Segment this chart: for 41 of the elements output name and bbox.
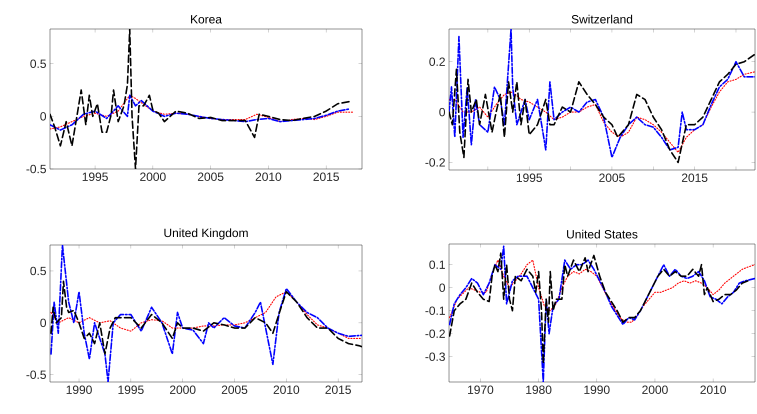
y-tick-label: 0 — [40, 112, 46, 121]
x-tick-label: 2005 — [198, 172, 224, 181]
x-tick-label: 1990 — [66, 386, 92, 394]
y-tick-label: 0.2 — [429, 58, 445, 66]
y-tick-label: -0.3 — [425, 352, 445, 361]
x-tick-label: 2005 — [599, 174, 625, 182]
x-tick-label: 1995 — [82, 172, 108, 181]
y-tick-label: -0.2 — [425, 158, 445, 167]
x-tick-label: 2010 — [274, 386, 300, 394]
y-tick-label: -0.1 — [425, 306, 445, 315]
y-tick-label: -0.5 — [26, 164, 46, 174]
line-series — [50, 245, 362, 382]
x-tick-label: 1990 — [584, 386, 610, 394]
chart-title: Switzerland — [572, 14, 632, 24]
y-tick-label: 0 — [439, 108, 446, 116]
y-tick-label: -0.5 — [26, 370, 46, 379]
x-tick-label: 2015 — [325, 386, 351, 394]
y-tick-label: 0.5 — [30, 60, 46, 68]
x-tick-label: 2010 — [700, 386, 726, 394]
x-tick-label: 1995 — [118, 386, 144, 394]
x-tick-label: 1970 — [468, 386, 494, 394]
y-tick-label: 0 — [40, 318, 46, 328]
line-series — [449, 71, 756, 153]
x-tick-label: 1980 — [526, 386, 552, 394]
x-tick-label: 2000 — [642, 386, 668, 394]
chart-title: Korea — [191, 15, 222, 24]
y-tick-label: -0.2 — [425, 329, 445, 338]
x-tick-label: 2000 — [140, 172, 166, 181]
line-series — [449, 53, 756, 164]
y-tick-label: 0.1 — [429, 260, 445, 269]
line-series — [449, 29, 756, 158]
x-tick-label: 2015 — [313, 172, 339, 181]
x-tick-label: 2010 — [256, 172, 282, 181]
x-tick-label: 1995 — [516, 174, 542, 182]
y-tick-label: 0.5 — [30, 266, 46, 276]
y-tick-label: 0 — [439, 283, 446, 292]
x-tick-label: 2005 — [222, 386, 248, 394]
chart-title: United States — [567, 230, 638, 238]
chart-title: United Kingdom — [164, 228, 248, 240]
x-tick-label: 2015 — [682, 174, 708, 182]
x-tick-label: 2000 — [170, 386, 196, 394]
